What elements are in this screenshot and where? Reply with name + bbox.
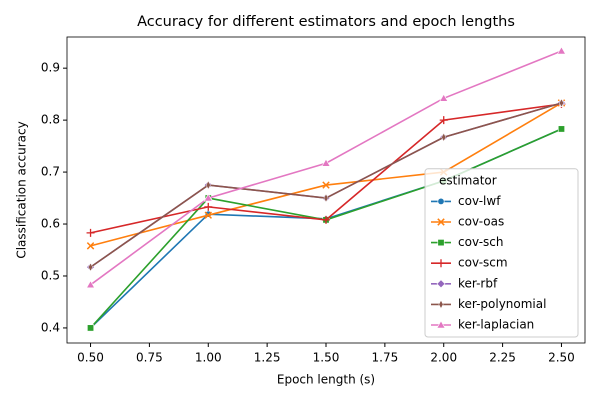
- legend-marker: [437, 197, 445, 205]
- x-tick-label: 1.50: [313, 351, 340, 365]
- marker: [557, 125, 565, 133]
- marker: [86, 242, 95, 250]
- legend-label: cov-scm: [458, 256, 508, 270]
- legend-marker: [436, 320, 446, 329]
- legend-label: cov-sch: [458, 235, 504, 249]
- x-tick-label: 1.00: [195, 351, 222, 365]
- marker: [204, 211, 213, 219]
- marker: [556, 46, 566, 55]
- legend-label: cov-oas: [458, 215, 504, 229]
- legend-box: [424, 168, 579, 338]
- marker: [204, 202, 213, 211]
- y-tick-label: 0.7: [41, 165, 60, 179]
- x-tick-label: 2.25: [489, 351, 516, 365]
- x-tick-label: 0.50: [77, 351, 104, 365]
- legend-title: estimator: [439, 173, 497, 187]
- marker: [322, 181, 330, 189]
- legend-marker: [438, 299, 444, 309]
- legend-marker: [437, 259, 445, 268]
- x-tick-label: 1.25: [254, 351, 281, 365]
- y-tick-label: 0.9: [41, 61, 60, 75]
- x-tick-label: 2.00: [430, 351, 457, 365]
- chart-title: Accuracy for different estimators and ep…: [137, 14, 515, 30]
- marker: [558, 98, 564, 108]
- marker: [87, 324, 95, 332]
- marker: [439, 116, 448, 125]
- y-tick-label: 0.8: [41, 113, 60, 127]
- marker: [205, 180, 211, 190]
- marker: [88, 262, 94, 272]
- legend-marker: [437, 239, 445, 247]
- marker: [86, 228, 95, 237]
- marker: [441, 132, 447, 142]
- x-axis-label: Epoch length (s): [277, 373, 375, 387]
- x-tick-label: 0.75: [136, 351, 163, 365]
- y-tick-label: 0.6: [41, 217, 60, 231]
- legend-label: ker-polynomial: [458, 297, 546, 311]
- legend-label: cov-lwf: [458, 194, 501, 208]
- marker: [323, 193, 329, 203]
- marker: [439, 93, 449, 102]
- legend-marker: [436, 279, 446, 289]
- y-tick-label: 0.5: [41, 268, 60, 282]
- plot-frame: [66, 36, 586, 344]
- marker: [322, 215, 330, 224]
- x-tick-label: 1.75: [372, 351, 399, 365]
- legend: estimator cov-lwf cov-oas cov-sch cov-scm ker…: [424, 168, 579, 338]
- legend-marker: [437, 218, 445, 226]
- legend-label: ker-laplacian: [458, 318, 534, 332]
- legend-label: ker-rbf: [458, 276, 498, 290]
- marker: [321, 158, 331, 167]
- marker: [203, 193, 213, 202]
- x-tick-label: 2.50: [548, 351, 575, 365]
- y-axis-label: Classification accuracy: [15, 121, 29, 258]
- y-tick-label: 0.4: [41, 320, 60, 334]
- marker: [86, 280, 96, 289]
